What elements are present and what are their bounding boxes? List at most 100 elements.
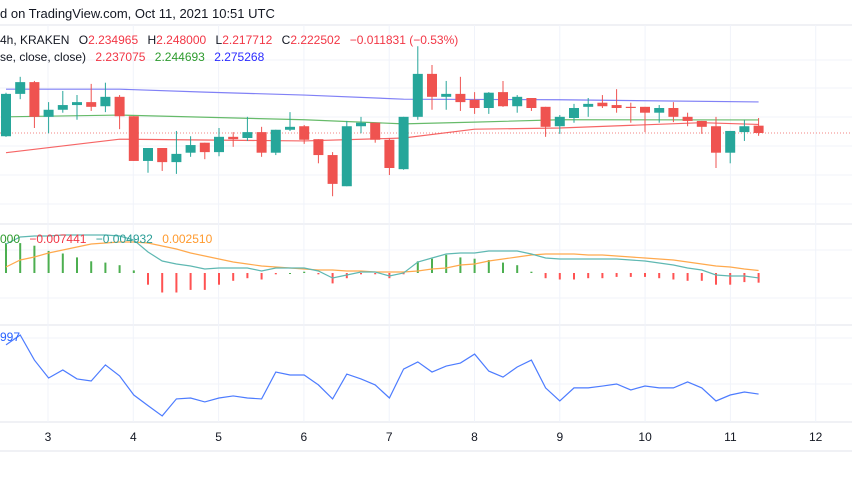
x-tick-label: 10 [638,430,652,444]
candle-body [327,155,338,184]
macd-histogram-bar [615,273,618,277]
candle-body [185,145,196,153]
candle-down [370,122,381,143]
x-tick-label: 4 [129,430,137,444]
macd-histogram-bar [232,273,235,281]
candle-body [668,108,679,117]
candle-up [341,120,352,187]
candle-down [455,76,466,111]
candle-body [143,148,153,161]
candle-body [1,93,11,137]
ma2-value: 2.244693 [154,50,205,64]
candle-down [469,92,480,114]
candle-body [43,109,54,117]
ma1-value: 2.237075 [95,50,146,64]
candle-down [640,106,650,133]
candle-body [86,102,97,107]
candle-body [313,139,324,156]
macd-histogram-bar [90,261,93,273]
rsi-legend-value: 997 [0,330,21,344]
candle-body [753,125,764,133]
candle-body [285,126,295,130]
rsi-pane [5,334,759,417]
candle-down [526,98,537,111]
candle-body [29,82,40,117]
macd-histogram-bar [33,245,36,273]
macd-histogram-bar [218,273,220,285]
candle-down [128,116,139,161]
macd-histogram-bar [147,273,149,285]
candle-body [128,116,139,161]
macd-histogram-bar [416,261,419,273]
candle-down [682,112,693,127]
high-value: H2.248000 [147,33,207,47]
x-tick-label: 9 [556,430,564,444]
macd-histogram-bar [686,273,689,281]
candle-up [512,95,523,113]
macd-histogram-bar [303,271,306,273]
macd-histogram-bar [161,273,164,293]
candle-body [569,108,579,118]
candle-down [711,116,721,168]
macd-legend: 000 −0.007441 −0.004932 0.002510 [0,232,218,246]
symbol-legend: 4h, KRAKEN O2.234965 H2.248000 L2.217712… [0,33,464,47]
candle-down [228,132,239,147]
macd-histogram-bar [19,243,22,273]
ma-legend: se, close, close) 2.237075 2.244693 2.27… [0,50,270,64]
macd-histogram-bar [5,243,7,273]
candle-up [356,116,366,134]
candle-body [370,122,381,140]
macd-legend-v0: 000 [0,232,21,246]
candle-down [29,80,40,128]
macd-histogram-bar [715,273,717,285]
candle-down [668,102,679,123]
macd-histogram-bar [260,273,263,280]
candle-down [625,102,636,123]
macd-histogram-bar [317,273,320,275]
x-tick-label: 12 [809,430,823,444]
macd-histogram-bar [487,260,490,273]
macd-histogram-bar [61,253,64,273]
open-value: O2.234965 [78,33,139,47]
candle-down [696,120,707,134]
macd-histogram-bar [431,258,433,273]
candle-body [412,73,423,117]
macd-histogram-bar [289,273,291,274]
macd-histogram-bar [402,273,405,275]
candle-up [242,116,253,141]
candle-up [569,103,579,123]
candle-up [554,115,565,134]
candle-body [100,96,111,107]
candle-down [384,138,395,176]
candle-body [441,93,452,97]
macd-histogram-bar [76,257,78,273]
candle-body [469,99,480,108]
candle-body [199,142,210,153]
macd-pane [5,234,760,293]
candle-up [143,148,153,173]
published-caption: d on TradingView.com, Oct 11, 2021 10:51… [0,6,275,21]
candle-body [398,116,409,170]
candle-body [554,116,565,127]
candle-body [483,92,494,108]
candle-body [611,105,622,108]
macd-histogram-bar [118,265,121,273]
macd-histogram-bar [658,273,661,279]
candle-down [199,142,210,160]
x-tick-label: 6 [300,430,308,444]
moving-average-line-1 [5,122,759,154]
candle-up [285,112,295,131]
candle-down [611,89,622,113]
x-tick-label: 11 [724,430,737,444]
candle-up [214,128,224,157]
candle-body [171,153,182,163]
macd-histogram-bar [530,271,533,273]
candle-body [270,129,281,153]
candle-body [498,92,508,107]
candle-body [526,98,537,108]
candle-body [157,148,168,163]
macd-histogram-bar [544,273,547,279]
close-value: C2.222502 [281,33,341,47]
macd-histogram-bar [516,265,519,273]
